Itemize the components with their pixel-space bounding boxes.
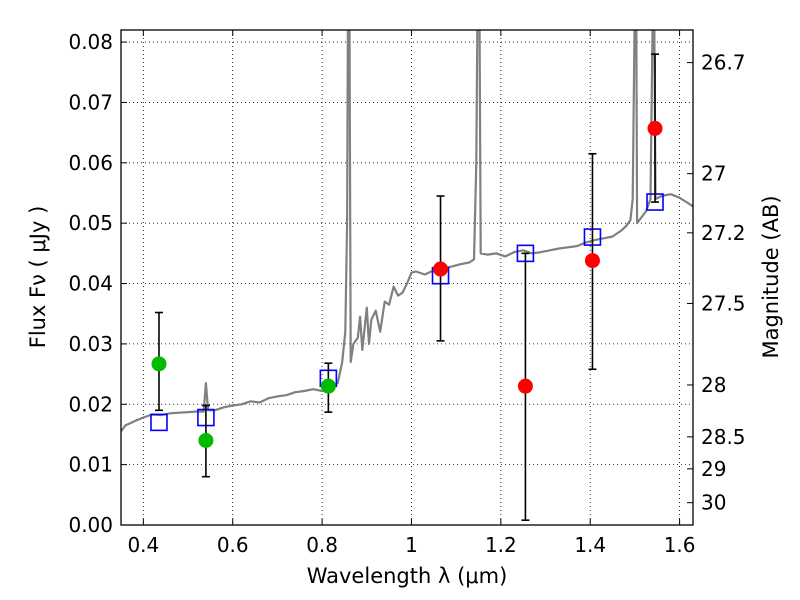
y-tick-label: 0.04 [68, 272, 113, 296]
x-tick-label: 0.8 [306, 533, 338, 557]
observed-flux-point [433, 261, 449, 277]
x-tick-label: 1.6 [664, 533, 696, 557]
x-axis-label: Wavelength λ (μm) [307, 564, 508, 588]
y-tick-label: 0.06 [68, 151, 113, 175]
y-axis-label: Flux Fν ( μJy ) [26, 206, 50, 349]
y-tick-label: 0.05 [68, 211, 113, 235]
observed-flux-point [151, 356, 167, 372]
x-tick-label: 1.4 [574, 533, 606, 557]
mag-tick-label: 30 [701, 491, 726, 515]
x-tick-label: 0.6 [217, 533, 249, 557]
y2-axis-label: Magnitude (AB) [759, 195, 783, 358]
mag-tick-label: 27.2 [701, 221, 746, 245]
mag-tick-label: 27 [701, 162, 726, 186]
grid [121, 30, 693, 525]
observed-flux-point [320, 378, 336, 394]
observed-flux-point [584, 253, 600, 269]
mag-tick-label: 29 [701, 457, 726, 481]
axis-ticks: 0.4 0.6 0.8 1 1.2 1.4 1.6 0.00 0.01 0.02 0.03 0.04 0… [68, 30, 746, 557]
x-tick-label: 0.4 [127, 533, 159, 557]
y-tick-label: 0.07 [68, 90, 113, 114]
x-tick-label: 1 [405, 533, 418, 557]
plot-frame [120, 29, 694, 526]
y-tick-label: 0.01 [68, 453, 113, 477]
y-tick-label: 0.02 [68, 392, 113, 416]
y-tick-label: 0.00 [68, 513, 113, 537]
y-tick-label: 0.03 [68, 332, 113, 356]
observed-flux-point [517, 378, 533, 394]
model-spectrum-line [121, 30, 693, 433]
mag-tick-label: 28 [701, 373, 726, 397]
mag-tick-label: 26.7 [701, 51, 746, 75]
x-tick-label: 1.2 [485, 533, 517, 557]
observed-flux-point [198, 432, 214, 448]
mag-tick-label: 28.5 [701, 425, 746, 449]
plot-area [121, 30, 693, 521]
mag-tick-label: 27.5 [701, 291, 746, 315]
y-tick-label: 0.08 [68, 30, 113, 54]
observed-flux-point [647, 120, 663, 136]
model-photometry-square [150, 413, 168, 432]
